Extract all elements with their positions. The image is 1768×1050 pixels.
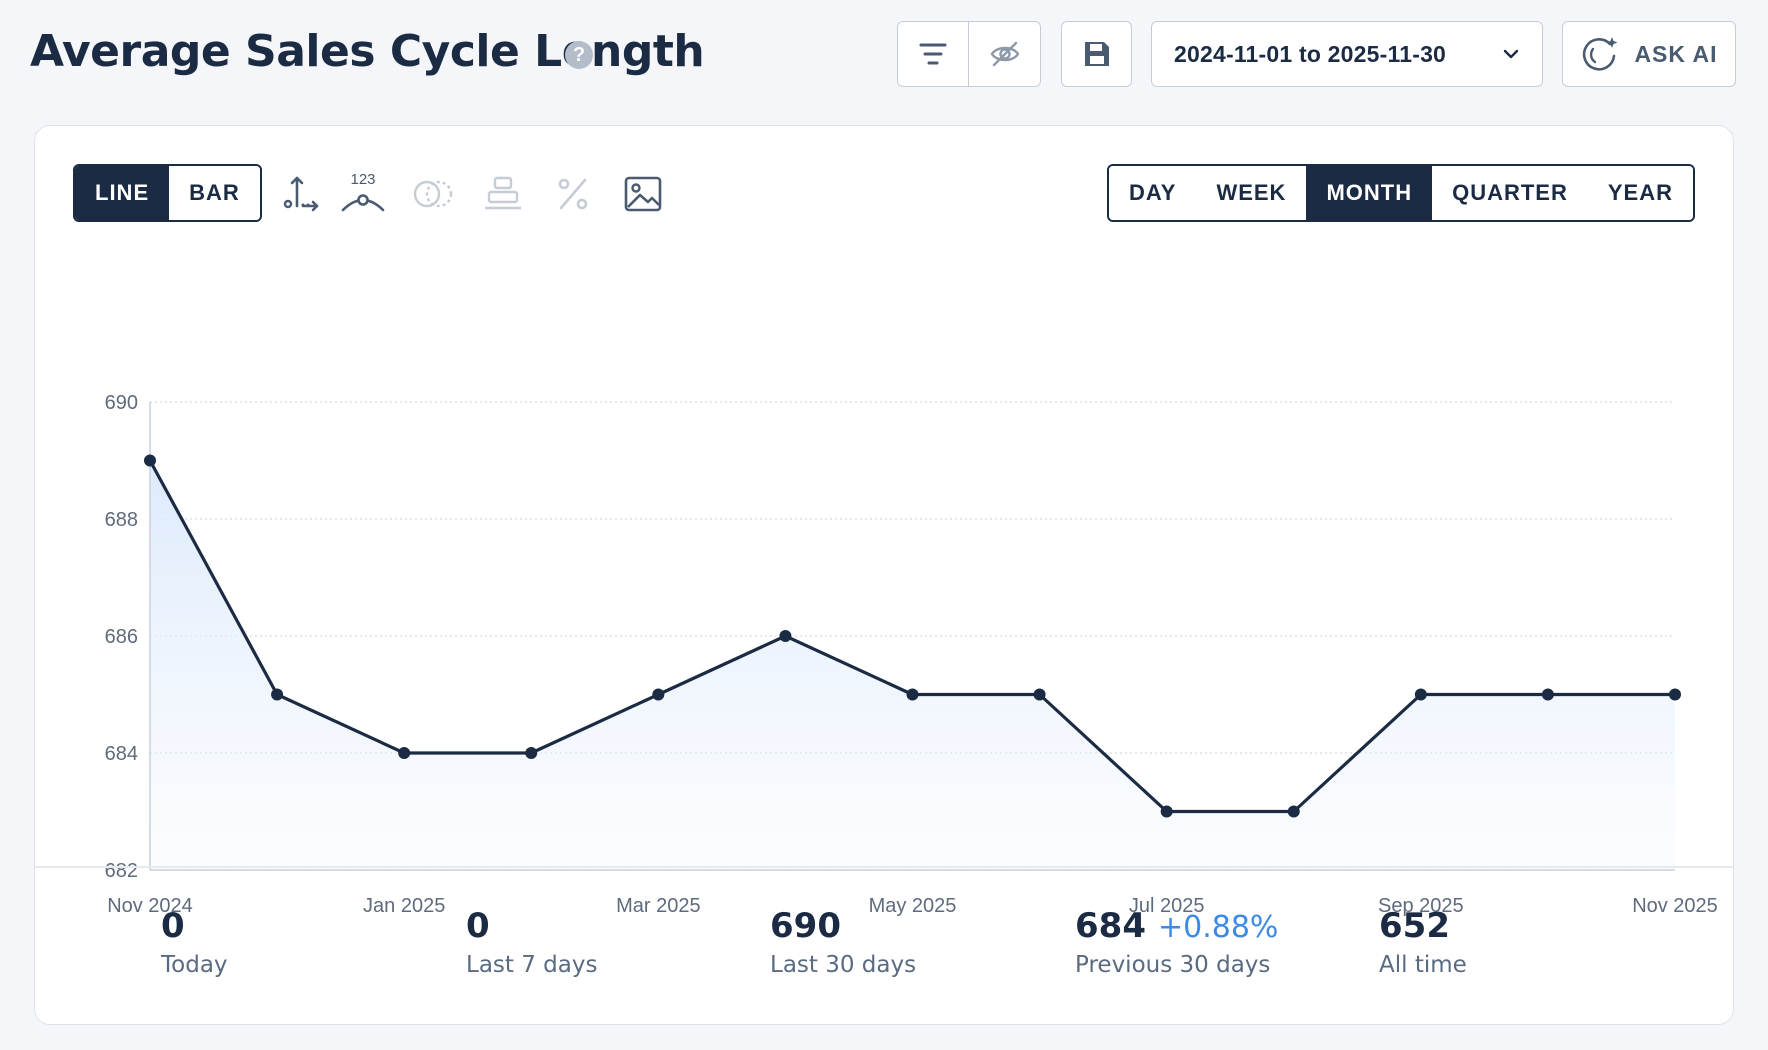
stat-label: Last 30 days [770, 952, 917, 978]
period-quarter[interactable]: QUARTER [1432, 166, 1588, 220]
y-tick-label: 690 [105, 392, 138, 414]
data-point[interactable] [652, 688, 665, 701]
data-point[interactable] [779, 630, 792, 642]
number-label-tool-button[interactable]: 123 [337, 168, 389, 220]
stat-value: 0 [466, 906, 490, 946]
data-point[interactable] [1541, 688, 1554, 701]
stat-value: 684 [1075, 906, 1146, 946]
ask-ai-button[interactable]: ASK AI [1562, 21, 1736, 87]
chart-type-line[interactable]: LINE [75, 166, 170, 220]
data-point[interactable] [398, 747, 411, 759]
stack-icon [485, 176, 521, 210]
save-icon [1084, 42, 1109, 66]
stat-label: All time [1379, 952, 1467, 978]
hide-button[interactable] [969, 22, 1040, 86]
save-button[interactable] [1061, 21, 1132, 87]
x-tick-label: Nov 2025 [1632, 895, 1718, 917]
svg-text:123: 123 [350, 171, 375, 188]
image-export-button[interactable] [617, 168, 669, 220]
area-fill [150, 460, 1675, 870]
eye-off-icon [990, 41, 1019, 67]
period-year[interactable]: YEAR [1587, 166, 1693, 220]
header: Average Sales Cycle Length ? [0, 0, 1768, 110]
data-point[interactable] [1669, 688, 1681, 701]
filter-icon [919, 43, 947, 65]
line-chart: 682 684 686 688 690 Nov 2024 Jan 2025 Mar 2025… [105, 392, 1718, 917]
x-tick-label: Sep 2025 [1378, 895, 1464, 917]
compare-icon [413, 180, 453, 208]
stat-last-7-days: 0 Last 7 days [466, 906, 597, 978]
chart-type-bar[interactable]: BAR [169, 166, 260, 220]
date-range-value: 2024-11-01 to 2025-11-30 [1174, 40, 1447, 67]
data-point[interactable] [906, 688, 919, 701]
data-point[interactable] [1414, 688, 1427, 701]
stack-tool-button[interactable] [477, 168, 529, 220]
data-point[interactable] [271, 688, 284, 701]
stat-value: 0 [161, 906, 185, 946]
stat-label: Last 7 days [466, 952, 598, 978]
period-month[interactable]: MONTH [1306, 166, 1433, 220]
y-tick-label: 684 [105, 743, 138, 765]
help-icon[interactable]: ? [565, 41, 593, 69]
data-point[interactable] [525, 747, 538, 759]
data-point[interactable] [1160, 805, 1173, 818]
x-tick-label: Jul 2025 [1129, 895, 1205, 917]
y-tick-label: 688 [105, 509, 138, 531]
filter-button[interactable] [898, 22, 969, 86]
chart-card: LINE BAR 123 [34, 125, 1734, 1025]
stat-label: Previous 30 days [1075, 952, 1271, 978]
stat-last-30-days: 690 Last 30 days [770, 906, 916, 978]
stat-label: Today [161, 952, 228, 978]
image-icon [624, 176, 662, 212]
x-tick-label: Nov 2024 [107, 895, 193, 917]
date-range-select[interactable]: 2024-11-01 to 2025-11-30 [1151, 21, 1543, 87]
data-point[interactable] [1287, 805, 1300, 818]
stat-today: 0 Today [161, 906, 228, 978]
y-tick-label: 682 [105, 860, 138, 882]
page-title: Average Sales Cycle Length [30, 26, 705, 77]
ask-ai-label: ASK AI [1634, 40, 1718, 67]
period-toggle: DAY WEEK MONTH QUARTER YEAR [1107, 164, 1695, 222]
period-day[interactable]: DAY [1109, 166, 1197, 220]
number-label-icon: 123 [341, 171, 385, 212]
compare-tool-button[interactable] [407, 168, 459, 220]
data-point[interactable] [144, 454, 156, 467]
filter-visibility-group [897, 21, 1041, 87]
stat-value: 690 [770, 906, 841, 946]
stat-previous-30-days: 684 +0.88% Previous 30 days [1075, 906, 1278, 978]
x-tick-label: Mar 2025 [616, 895, 701, 917]
percent-icon [558, 178, 588, 210]
x-tick-label: Jan 2025 [363, 895, 445, 917]
percent-tool-button[interactable] [547, 168, 599, 220]
axis-icon [283, 176, 319, 212]
ai-sparkle-icon [1583, 37, 1618, 71]
stat-change: +0.88% [1157, 910, 1279, 945]
chart-type-toggle: LINE BAR [73, 164, 262, 222]
x-tick-label: May 2025 [869, 895, 957, 917]
stat-value: 652 [1379, 906, 1450, 946]
divider [35, 866, 1733, 868]
chevron-down-icon [1503, 49, 1519, 59]
period-week[interactable]: WEEK [1196, 166, 1307, 220]
y-tick-label: 686 [105, 626, 138, 648]
stat-all-time: 652 All time [1379, 906, 1467, 978]
axis-tool-button[interactable] [275, 168, 327, 220]
data-point[interactable] [1033, 688, 1046, 701]
